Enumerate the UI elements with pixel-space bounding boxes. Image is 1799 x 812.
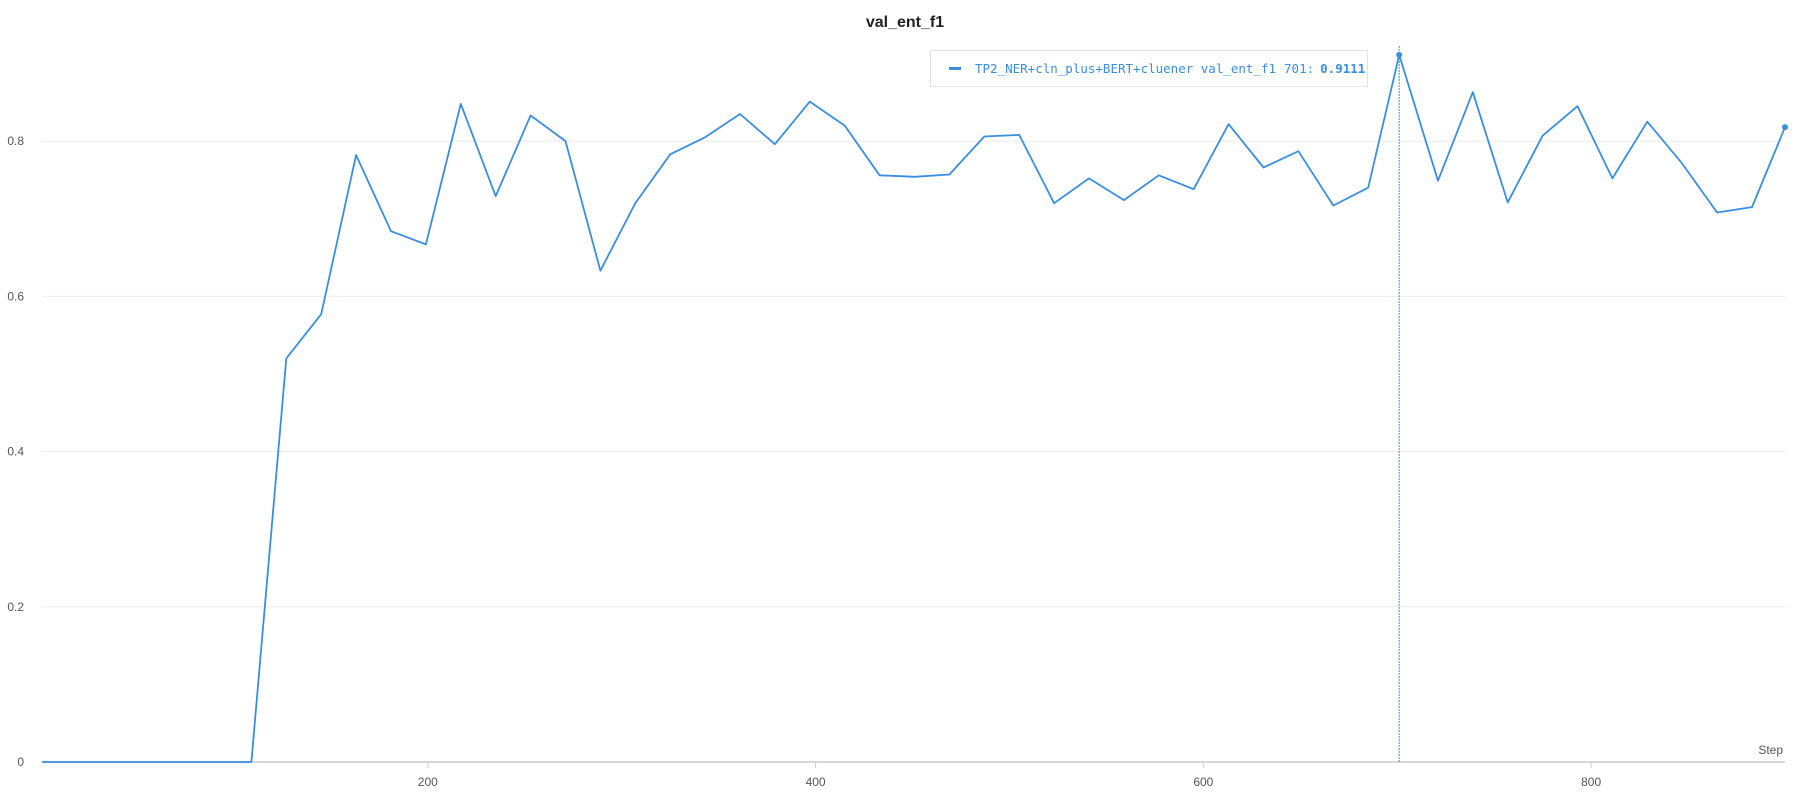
y-tick-label: 0: [17, 755, 24, 769]
hover-tooltip: TP2_NER+cln_plus+BERT+cluener val_ent_f1…: [930, 50, 1368, 87]
y-tick-label: 0.8: [7, 134, 24, 148]
data-point: [1782, 124, 1788, 131]
data-point: [1396, 51, 1403, 58]
x-axis-label: Step: [1758, 743, 1783, 757]
x-tick-label: 400: [806, 775, 826, 789]
tooltip-value: 0.9111: [1320, 61, 1366, 76]
series-color-swatch: [949, 67, 961, 70]
x-tick-label: 200: [418, 775, 438, 789]
x-tick-label: 600: [1193, 775, 1213, 789]
y-tick-label: 0.6: [7, 289, 24, 303]
series-line: [42, 54, 1786, 763]
tooltip-step: 701:: [1284, 61, 1315, 76]
y-tick-label: 0.4: [7, 445, 24, 459]
tooltip-run-name: TP2_NER+cln_plus+BERT+cluener val_ent_f1: [975, 61, 1277, 76]
y-tick-label: 0.2: [7, 600, 24, 614]
chart-title: val_ent_f1: [865, 14, 945, 31]
x-tick-label: 800: [1581, 775, 1601, 789]
